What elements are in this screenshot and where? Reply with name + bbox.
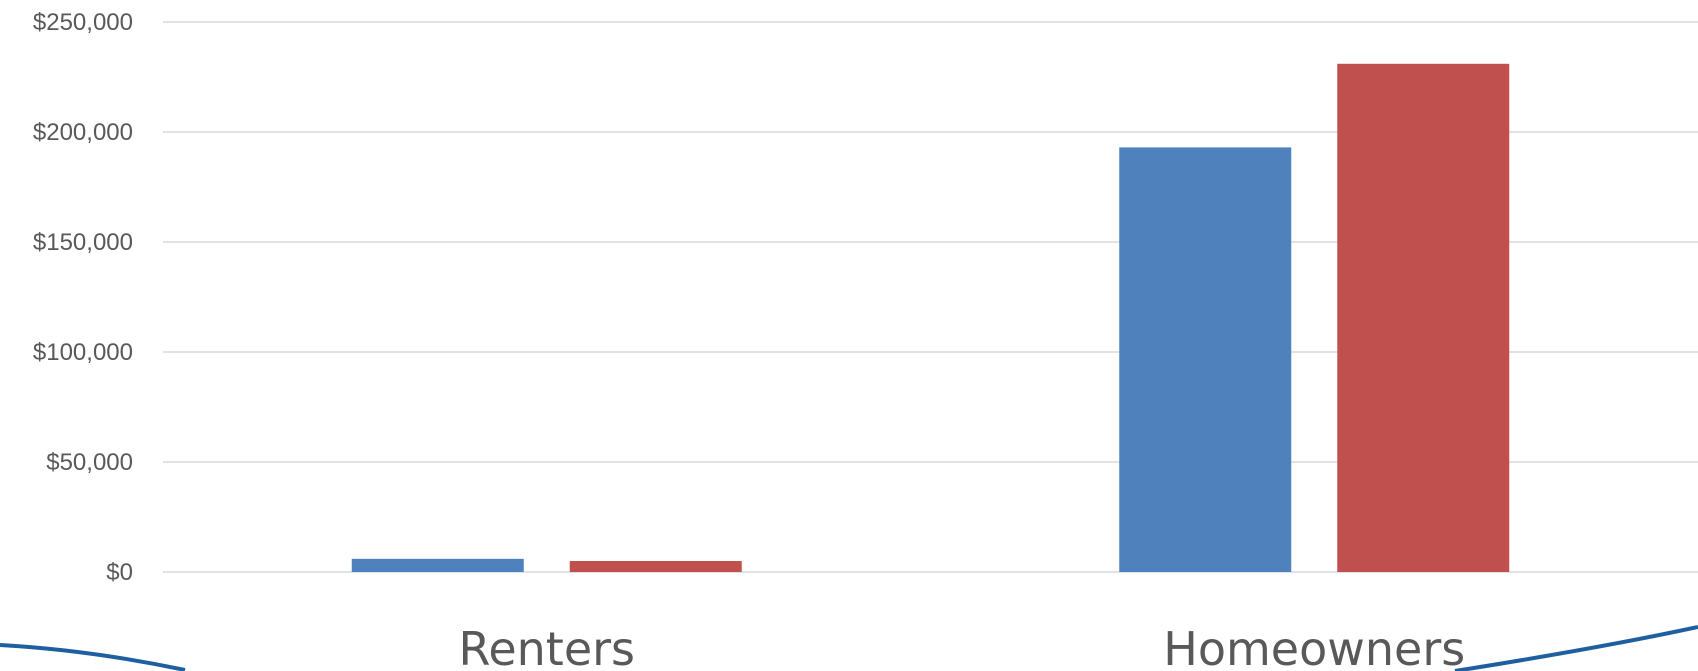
y-tick-label: $100,000 [33,339,133,366]
y-axis-tick-labels: $0 $50,000 $100,000 $150,000 $200,000 $250,00… [33,9,133,586]
bar-homeowners-series-1 [1119,147,1292,572]
y-tick-label: $150,000 [33,229,133,256]
bars [351,63,1510,573]
category-label-homeowners: Homeowners [1163,622,1465,671]
category-label-renters: Renters [458,622,635,671]
y-tick-label: $0 [106,559,133,586]
bar-homeowners-series-2 [1337,63,1510,573]
bar-renters-series-1 [351,558,524,572]
y-tick-label: $250,000 [33,9,133,36]
decorative-swoosh-left [0,643,186,671]
y-tick-label: $50,000 [46,449,133,476]
y-tick-label: $200,000 [33,119,133,146]
decorative-swoosh-right [1454,625,1698,671]
bar-renters-series-2 [569,561,742,572]
category-labels: Renters Homeowners [458,622,1465,671]
